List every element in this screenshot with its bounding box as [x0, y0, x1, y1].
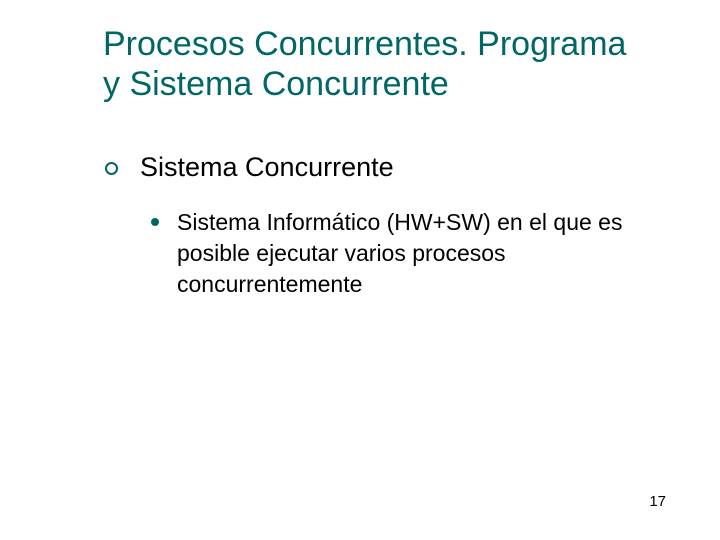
bullet-level2: Sistema Informático (HW+SW) en el que es… [151, 207, 627, 300]
page-number: 17 [649, 493, 666, 510]
bullet-filled-circle-icon [151, 218, 159, 226]
slide-title: Procesos Concurrentes. Programa y Sistem… [103, 24, 626, 104]
bullet-level1: Sistema Concurrente [105, 152, 394, 183]
title-line-2: y Sistema Concurrente [103, 64, 626, 104]
slide: Procesos Concurrentes. Programa y Sistem… [0, 0, 720, 540]
title-line-1: Procesos Concurrentes. Programa [103, 24, 626, 64]
bullet-open-circle-icon [105, 162, 118, 175]
bullet-level2-text: Sistema Informático (HW+SW) en el que es… [177, 207, 627, 300]
bullet-level1-text: Sistema Concurrente [140, 152, 394, 183]
